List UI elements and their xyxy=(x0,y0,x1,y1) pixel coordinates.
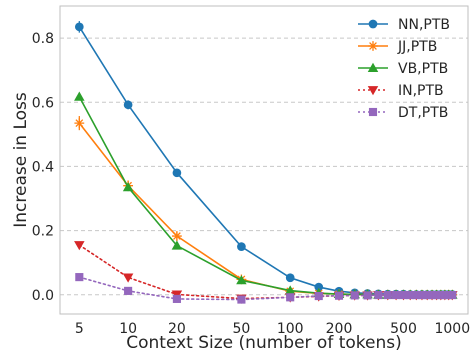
data-point xyxy=(286,293,294,301)
legend: NN,PTB JJ,PTB VB,PTB IN,PTB DT,PTB xyxy=(358,17,450,121)
series-jj-ptb xyxy=(74,116,457,300)
data-point xyxy=(75,273,83,281)
legend-item: VB,PTB xyxy=(358,61,448,77)
data-point xyxy=(448,291,456,299)
y-tick-label: 0.2 xyxy=(32,224,54,240)
data-point xyxy=(369,20,378,29)
x-tick-label: 5 xyxy=(75,321,84,337)
y-tick-label: 0.6 xyxy=(32,95,54,111)
y-axis-ticks: 0.0 0.2 0.4 0.6 0.8 xyxy=(32,31,54,304)
legend-item: DT,PTB xyxy=(358,105,448,121)
data-point xyxy=(315,292,323,300)
data-point xyxy=(363,291,371,299)
data-point xyxy=(374,291,382,299)
series-line xyxy=(79,97,452,295)
data-point xyxy=(173,168,182,177)
data-point xyxy=(75,23,84,32)
series-line xyxy=(79,123,452,295)
data-point xyxy=(335,292,343,300)
data-point xyxy=(124,287,132,295)
data-point xyxy=(123,182,133,191)
legend-label: DT,PTB xyxy=(398,105,448,121)
legend-label: IN,PTB xyxy=(398,83,444,99)
x-axis-label: Context Size (number of tokens) xyxy=(126,333,402,353)
y-tick-label: 0.4 xyxy=(32,159,54,175)
x-tick-label: 1000 xyxy=(434,321,470,337)
data-point xyxy=(172,231,182,241)
series-line xyxy=(79,27,452,295)
legend-label: JJ,PTB xyxy=(397,39,437,55)
data-point xyxy=(237,296,245,304)
y-tick-label: 0.8 xyxy=(32,31,54,47)
data-point xyxy=(74,118,84,128)
data-point xyxy=(351,291,359,299)
data-point xyxy=(173,295,181,303)
y-axis-label: Increase in Loss xyxy=(11,92,31,228)
data-point xyxy=(74,241,85,250)
series-vb-ptb xyxy=(74,92,457,299)
legend-item: JJ,PTB xyxy=(358,39,437,55)
series-dt-ptb xyxy=(75,273,456,304)
data-point xyxy=(286,273,295,282)
legend-item: NN,PTB xyxy=(358,17,450,33)
data-point xyxy=(392,291,400,299)
data-point xyxy=(368,41,378,51)
legend-item: IN,PTB xyxy=(358,83,444,99)
y-tick-label: 0.0 xyxy=(32,288,54,304)
legend-label: VB,PTB xyxy=(398,61,448,77)
data-point xyxy=(237,242,246,251)
legend-label: NN,PTB xyxy=(398,17,450,33)
data-point xyxy=(369,108,377,116)
data-point xyxy=(124,100,133,109)
data-point xyxy=(384,291,392,299)
data-point xyxy=(74,92,85,101)
